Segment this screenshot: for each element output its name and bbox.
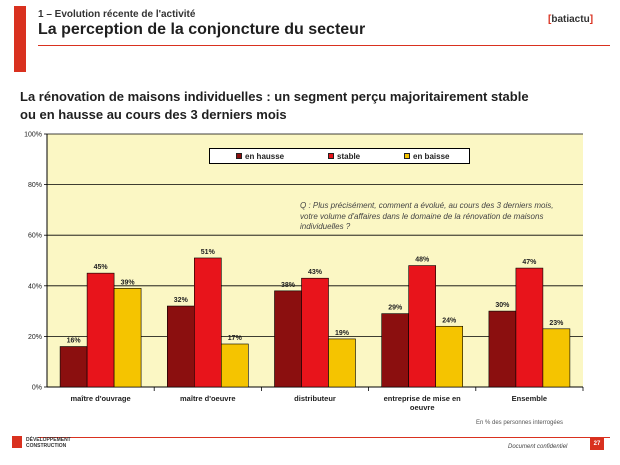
y-tick-label: 100% [24, 132, 42, 139]
batiactu-logo: [batiactu] [548, 14, 593, 25]
bar-en-baisse [221, 343, 249, 388]
slide-subtitle: La rénovation de maisons individuelles :… [20, 88, 610, 124]
data-label: 30% [495, 302, 510, 309]
page-title: La perception de la conjoncture du secte… [38, 21, 366, 38]
data-label: 16% [67, 338, 82, 345]
logo-text: batiactu [551, 14, 590, 25]
page-number: 27 [590, 438, 604, 450]
chart-footnote: En % des personnes interrogées [476, 420, 564, 426]
bar-en-hausse [274, 290, 302, 388]
data-label: 45% [94, 264, 109, 271]
data-label: 17% [228, 335, 243, 342]
data-label: 19% [335, 330, 350, 337]
y-tick-label: 20% [28, 334, 42, 341]
footer-divider [38, 437, 610, 438]
bar-en-baisse [328, 338, 356, 388]
data-label: 32% [174, 297, 189, 304]
legend-item-stable: stable [328, 152, 404, 161]
legend-swatch-stable [328, 153, 334, 159]
subtitle-line-1: La rénovation de maisons individuelles :… [20, 89, 529, 104]
logo-bracket-right: ] [589, 14, 594, 25]
bar-stable [301, 277, 329, 388]
bar-en-baisse [542, 328, 571, 388]
x-category-label: entreprise de mise en [384, 394, 462, 403]
bar-stable [86, 272, 115, 388]
section-kicker: 1 – Evolution récente de l'activité [38, 9, 196, 20]
legend-swatch-hausse [236, 153, 242, 159]
bar-en-baisse [113, 288, 142, 388]
brand-line-2: CONSTRUCTION [26, 443, 67, 449]
developpement-construction-logo-icon [12, 436, 22, 448]
x-category-label: distributeur [294, 394, 336, 403]
legend-label-hausse: en hausse [245, 151, 285, 161]
data-label: 47% [522, 259, 537, 266]
data-label: 38% [281, 282, 296, 289]
accent-bar [14, 6, 26, 72]
bar-en-baisse [435, 325, 464, 388]
header-divider [38, 45, 610, 46]
legend-swatch-baisse [404, 153, 410, 159]
bar-stable [515, 267, 544, 388]
x-category-label: maître d'oeuvre [180, 394, 236, 403]
legend-item-baisse: en baisse [404, 152, 449, 161]
data-label: 43% [308, 269, 323, 276]
data-label: 29% [388, 305, 403, 312]
bar-en-hausse [167, 305, 195, 388]
developpement-construction-wordmark: DÉVELOPPEMENT CONSTRUCTION [26, 437, 71, 449]
legend-item-hausse: en hausse [236, 152, 328, 161]
legend-label-stable: stable [337, 151, 361, 161]
y-tick-label: 40% [28, 283, 42, 290]
data-label: 23% [549, 320, 564, 327]
survey-question: Q : Plus précisément, comment a évolué, … [300, 201, 554, 231]
confidential-notice: Document confidentiel [508, 444, 568, 450]
x-category-label: maître d'ouvrage [71, 394, 131, 403]
bar-stable [408, 265, 437, 388]
y-tick-label: 0% [32, 385, 42, 392]
chart-legend: en hausse stable en baisse [209, 148, 470, 164]
brand-line-1: DÉVELOPPEMENT [26, 437, 71, 443]
x-category-label: Ensemble [512, 394, 547, 403]
data-label: 24% [442, 317, 457, 324]
bar-stable [194, 257, 222, 388]
y-tick-label: 60% [28, 233, 42, 240]
subtitle-line-2: ou en hausse au cours des 3 derniers moi… [20, 107, 287, 122]
data-label: 39% [121, 279, 136, 286]
x-category-label: oeuvre [410, 403, 435, 412]
bar-en-hausse [488, 310, 517, 388]
logo-bracket-left: [ [548, 14, 552, 25]
data-label: 51% [201, 249, 216, 256]
bar-en-hausse [381, 313, 410, 388]
bar-en-hausse [59, 346, 88, 388]
data-label: 48% [415, 257, 430, 264]
legend-label-baisse: en baisse [413, 151, 450, 161]
y-tick-label: 80% [28, 182, 42, 189]
